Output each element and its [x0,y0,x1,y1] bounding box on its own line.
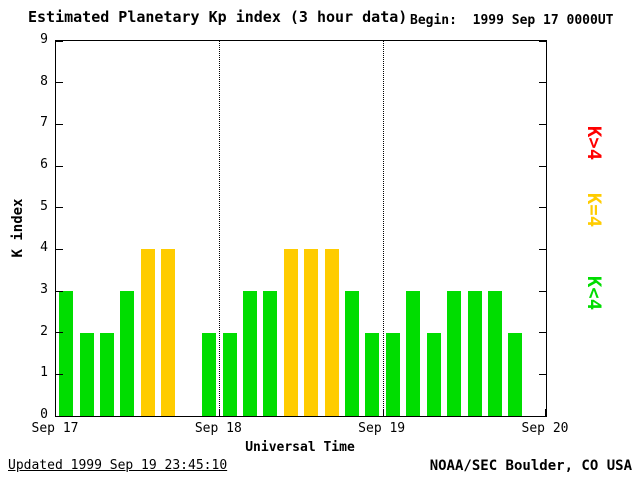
y-tick-label: 0 [40,407,48,422]
y-tick-mark [539,332,546,334]
y-tick-mark [56,290,63,292]
x-tick-mark [219,409,221,416]
plot-area [55,40,547,417]
y-tick-label: 3 [40,282,48,297]
legend-item: K>4 [583,125,605,161]
kp-bar [140,249,155,416]
x-axis-title: Universal Time [245,440,355,455]
y-tick-mark [56,165,63,167]
y-tick-mark [539,290,546,292]
y-tick-mark [56,332,63,334]
y-tick-label: 4 [40,240,48,256]
x-tick-label: Sep 19 [358,421,406,436]
kp-bar [59,291,74,416]
y-tick-mark [539,373,546,375]
y-tick-label: 9 [40,32,48,47]
kp-bar [426,332,441,416]
y-tick-mark [56,373,63,375]
kp-bar [242,291,257,416]
y-tick-mark [56,207,63,209]
y-tick-mark [56,40,63,42]
y-tick-mark [539,123,546,125]
kp-bar [324,249,339,416]
day-boundary-line [219,41,221,416]
y-tick-label: 2 [40,323,48,339]
y-tick-label: 7 [40,115,48,131]
x-tick-mark [545,409,546,416]
y-tick-mark [539,165,546,167]
y-tick-label: 8 [40,73,48,89]
x-tick-label: Sep 20 [521,421,569,436]
kp-bar [508,332,523,416]
kp-bar [120,291,135,416]
kp-bar [202,332,217,416]
y-tick-mark [56,123,63,125]
y-axis-title: K index [10,198,26,258]
legend-item: K=4 [583,192,605,228]
y-tick-label: 6 [40,157,48,172]
y-tick-mark [56,248,63,250]
begin-label: Begin: 1999 Sep 17 0000UT [410,13,614,28]
kp-bar [161,249,176,416]
kp-bar [283,249,298,416]
chart-title: Estimated Planetary Kp index (3 hour dat… [28,8,408,26]
kp-bar [304,249,319,416]
kp-bar [406,291,421,416]
legend-item: K<4 [583,275,605,311]
kp-bar [487,291,502,416]
kp-bar [222,332,237,416]
kp-bar [385,332,400,416]
kp-bar [100,332,115,416]
updated-timestamp: Updated 1999 Sep 19 23:45:10 [8,458,228,473]
kp-bar [467,291,482,416]
kp-bar [365,332,380,416]
y-tick-mark [539,248,546,250]
kp-bar [263,291,278,416]
y-tick-mark [56,415,63,417]
y-tick-mark [539,415,546,417]
y-tick-mark [539,82,546,84]
day-boundary-line [382,41,384,416]
kp-bar [447,291,462,416]
y-tick-label: 1 [40,365,48,381]
y-tick-mark [539,40,546,42]
kp-bar [79,332,94,416]
y-tick-label: 5 [40,198,48,214]
credit: NOAA/SEC Boulder, CO USA [429,458,632,474]
y-tick-mark [539,207,546,209]
x-tick-mark [382,409,384,416]
x-tick-label: Sep 17 [31,421,79,436]
x-tick-label: Sep 18 [194,421,242,436]
y-tick-mark [56,82,63,84]
kp-bar [345,291,360,416]
